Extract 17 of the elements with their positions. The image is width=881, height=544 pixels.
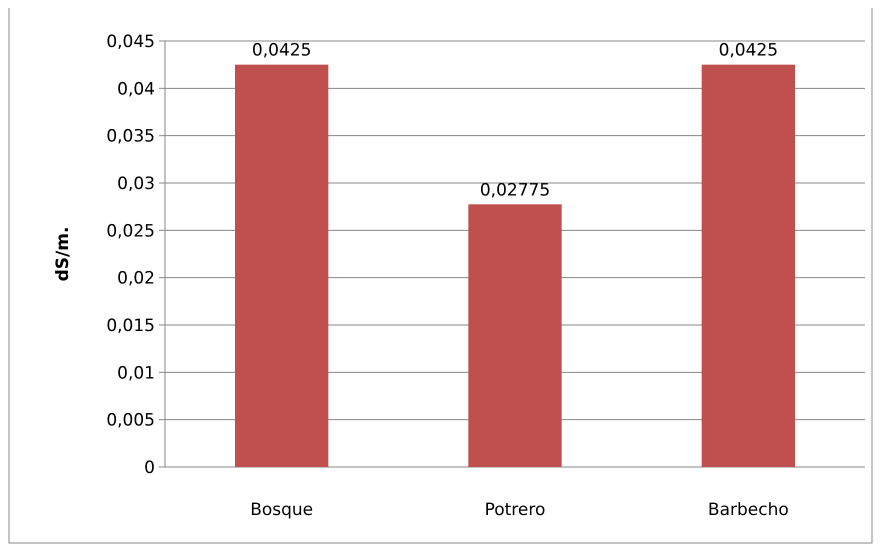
data-label: 0,0425 [718,40,778,61]
y-tick-label: 0,035 [106,126,155,147]
y-tick-label: 0 [144,458,155,478]
y-tick-label: 0,01 [117,363,155,384]
data-label: 0,0425 [252,40,312,61]
y-axis-title: dS/m. [53,226,73,282]
y-tick-label: 0,025 [106,221,155,242]
y-tick-label: 0,015 [106,316,155,336]
y-tick-label: 0,045 [106,32,155,52]
x-tick-label: Barbecho [708,500,789,520]
y-tick-label: 0,04 [117,79,155,100]
x-tick-label: Bosque [250,500,314,520]
y-tick-label: 0,03 [117,174,155,194]
y-tick-label: 0,005 [106,410,155,431]
x-tick-label: Potrero [484,500,546,520]
y-tick-label: 0,02 [117,268,155,289]
data-label: 0,02775 [480,180,550,200]
